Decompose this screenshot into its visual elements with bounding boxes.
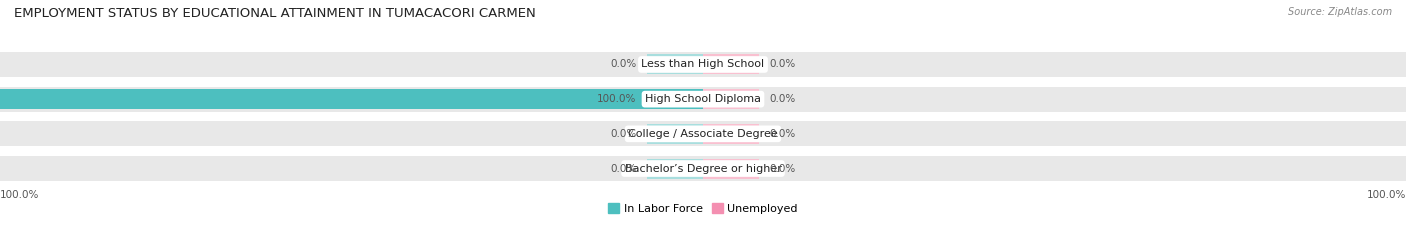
Text: 0.0%: 0.0%	[610, 59, 637, 69]
Bar	[647, 124, 703, 144]
Text: College / Associate Degree: College / Associate Degree	[628, 129, 778, 139]
Text: 100.0%: 100.0%	[0, 190, 39, 200]
Bar	[0, 87, 1406, 112]
Text: 100.0%: 100.0%	[1367, 190, 1406, 200]
Bar	[703, 158, 759, 178]
Text: 0.0%: 0.0%	[770, 59, 796, 69]
Text: 0.0%: 0.0%	[610, 164, 637, 174]
Bar	[703, 124, 759, 144]
Bar	[703, 89, 759, 109]
Bar	[0, 156, 1406, 181]
Bar	[703, 55, 759, 75]
Bar	[647, 55, 703, 75]
Text: EMPLOYMENT STATUS BY EDUCATIONAL ATTAINMENT IN TUMACACORI CARMEN: EMPLOYMENT STATUS BY EDUCATIONAL ATTAINM…	[14, 7, 536, 20]
Bar	[0, 52, 1406, 77]
Text: Less than High School: Less than High School	[641, 59, 765, 69]
Legend: In Labor Force, Unemployed: In Labor Force, Unemployed	[603, 199, 803, 218]
Text: 0.0%: 0.0%	[770, 129, 796, 139]
Text: Source: ZipAtlas.com: Source: ZipAtlas.com	[1288, 7, 1392, 17]
Bar	[0, 121, 1406, 146]
Bar	[647, 158, 703, 178]
Text: High School Diploma: High School Diploma	[645, 94, 761, 104]
Text: 0.0%: 0.0%	[610, 129, 637, 139]
Text: Bachelor’s Degree or higher: Bachelor’s Degree or higher	[624, 164, 782, 174]
Text: 0.0%: 0.0%	[770, 94, 796, 104]
Text: 100.0%: 100.0%	[596, 94, 637, 104]
Bar	[0, 89, 703, 109]
Text: 0.0%: 0.0%	[770, 164, 796, 174]
Bar	[647, 89, 703, 109]
